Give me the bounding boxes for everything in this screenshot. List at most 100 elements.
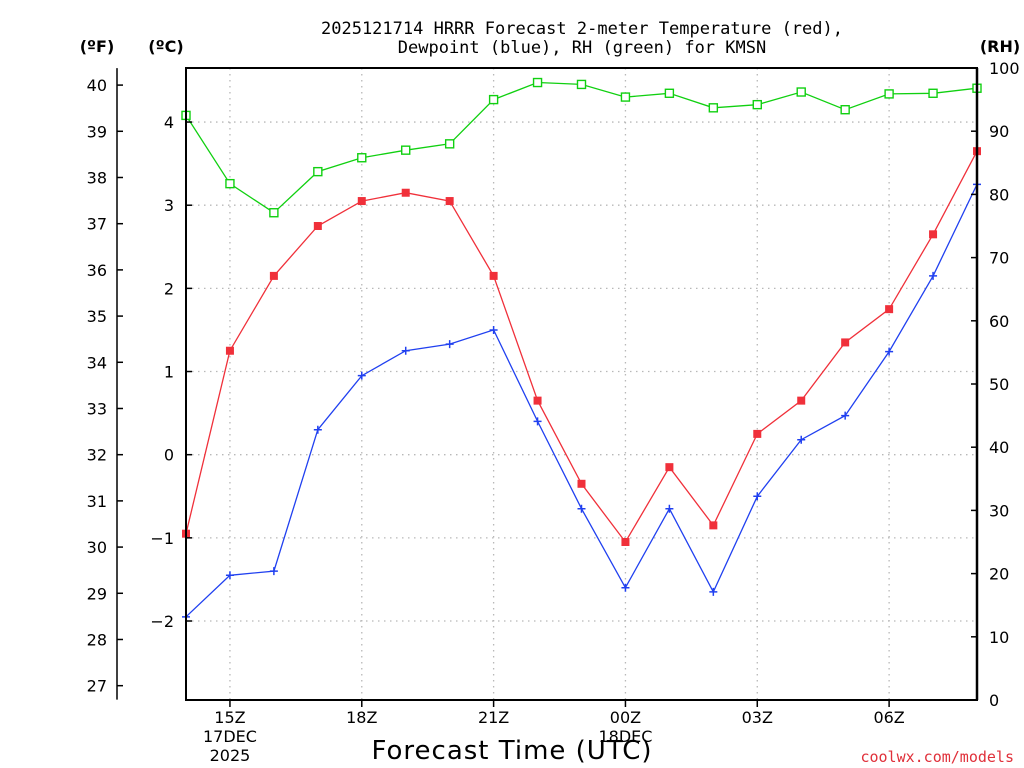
fahrenheit-tick-label-30: 30 [87,538,107,557]
fahrenheit-tick-label-29: 29 [87,584,107,603]
x-tick-label-18Z: 18Z [346,708,377,727]
fahrenheit-tick-label-35: 35 [87,307,107,326]
fahrenheit-tick-label-27: 27 [87,677,107,696]
dewpoint-point-12 [709,587,718,596]
temperature-point-7 [489,271,498,280]
x-tick-sublabel-date-00Z: 18DEC [598,727,652,746]
dewpoint-point-5 [401,346,410,355]
dewpoint-point-1 [225,571,234,580]
plot-frame [185,67,978,701]
dewpoint-line [185,184,978,618]
temperature-point-5 [401,188,410,197]
fahrenheit-tick-label-39: 39 [87,122,107,141]
rh-tick-label-30: 30 [989,501,1009,520]
rh-tick-label-0: 0 [989,691,999,710]
celsius-unit-label: (ºC) [148,37,183,56]
x-tick-label-21Z: 21Z [478,708,509,727]
rh-tick-label-10: 10 [989,628,1009,647]
dewpoint-point-6 [445,340,454,349]
celsius-tick-label--1: −1 [150,529,174,548]
fahrenheit-tick-label-38: 38 [87,168,107,187]
temperature-point-12 [709,521,718,530]
x-axis-title: Forecast Time (UTC) [371,736,652,766]
rh-tick-label-20: 20 [989,565,1009,584]
dewpoint-point-11 [665,504,674,513]
credit-text: coolwx.com/models [860,748,1014,766]
dewpoint-point-17 [929,271,938,280]
rh-tick-label-100: 100 [989,59,1020,78]
dewpoint-point-7 [489,325,498,334]
rh-point-5 [401,145,411,155]
rh-point-3 [313,166,323,177]
rh-tick-label-40: 40 [989,438,1009,457]
rh-tick-label-60: 60 [989,312,1009,331]
temperature-point-9 [577,479,586,488]
temperature-point-16 [885,305,894,314]
rh-point-10 [620,92,631,102]
rh-point-1 [225,178,235,189]
dewpoint-point-16 [885,347,894,356]
dewpoint-point-2 [269,567,278,576]
axis-layer: 2728293031323334353637383940−2−101234010… [87,59,1020,765]
temperature-point-2 [269,271,278,280]
x-tick-sublabel-year-15Z: 2025 [210,746,251,765]
temperature-point-4 [357,197,366,206]
rh-point-13 [752,99,762,110]
dewpoint-point-10 [621,583,630,592]
temperature-point-17 [929,230,938,239]
rh-point-2 [269,208,279,218]
series-layer [181,77,982,621]
fahrenheit-tick-label-32: 32 [87,446,107,465]
temperature-point-11 [665,463,674,472]
rh-tick-label-90: 90 [989,122,1009,141]
fahrenheit-tick-label-37: 37 [87,215,107,234]
temperature-point-8 [533,396,542,405]
celsius-tick-label-1: 1 [164,363,174,382]
x-tick-label-03Z: 03Z [742,708,773,727]
celsius-tick-label-0: 0 [164,446,174,465]
celsius-tick-label-2: 2 [164,279,174,298]
fahrenheit-tick-label-28: 28 [87,630,107,649]
chart-title-line1: 2025121714 HRRR Forecast 2-meter Tempera… [321,19,843,39]
x-tick-sublabel-date-15Z: 17DEC [203,727,257,746]
rh-point-6 [444,139,455,149]
rh-point-11 [664,88,675,98]
dewpoint-point-9 [577,504,586,513]
chart-title-line2: Dewpoint (blue), RH (green) for KMSN [398,38,766,58]
grid-layer [186,68,977,700]
x-tick-label-15Z: 15Z [214,708,245,727]
rh-point-15 [840,105,850,115]
dewpoint-point-8 [533,417,542,426]
temperature-point-3 [313,222,322,230]
dewpoint-point-14 [797,435,806,444]
celsius-tick-label-3: 3 [164,196,174,215]
dewpoint-point-13 [753,492,762,501]
rh-point-4 [357,153,367,163]
rh-tick-label-50: 50 [989,375,1009,394]
dewpoint-point-4 [357,371,366,380]
rh-point-7 [488,94,499,105]
fahrenheit-tick-label-31: 31 [87,492,107,511]
temperature-point-10 [621,538,630,546]
temperature-point-6 [445,197,454,206]
fahrenheit-tick-label-34: 34 [87,353,107,372]
fahrenheit-tick-label-33: 33 [87,399,107,418]
dewpoint-point-3 [313,425,322,434]
rh-point-14 [796,87,806,97]
rh-point-9 [576,79,587,90]
x-tick-label-00Z: 00Z [610,708,641,727]
rh-point-16 [884,89,894,99]
rh-point-8 [532,77,543,88]
fahrenheit-tick-label-36: 36 [87,261,107,280]
temperature-point-1 [225,346,234,355]
celsius-tick-label-4: 4 [164,113,174,132]
temperature-point-15 [841,338,850,347]
rh-unit-label: (RH) [980,37,1020,56]
rh-point-17 [928,88,938,98]
dewpoint-point-15 [841,411,850,420]
rh-line [185,81,978,214]
rh-tick-label-70: 70 [989,249,1009,268]
x-tick-label-06Z: 06Z [873,708,904,727]
rh-point-12 [708,103,719,113]
